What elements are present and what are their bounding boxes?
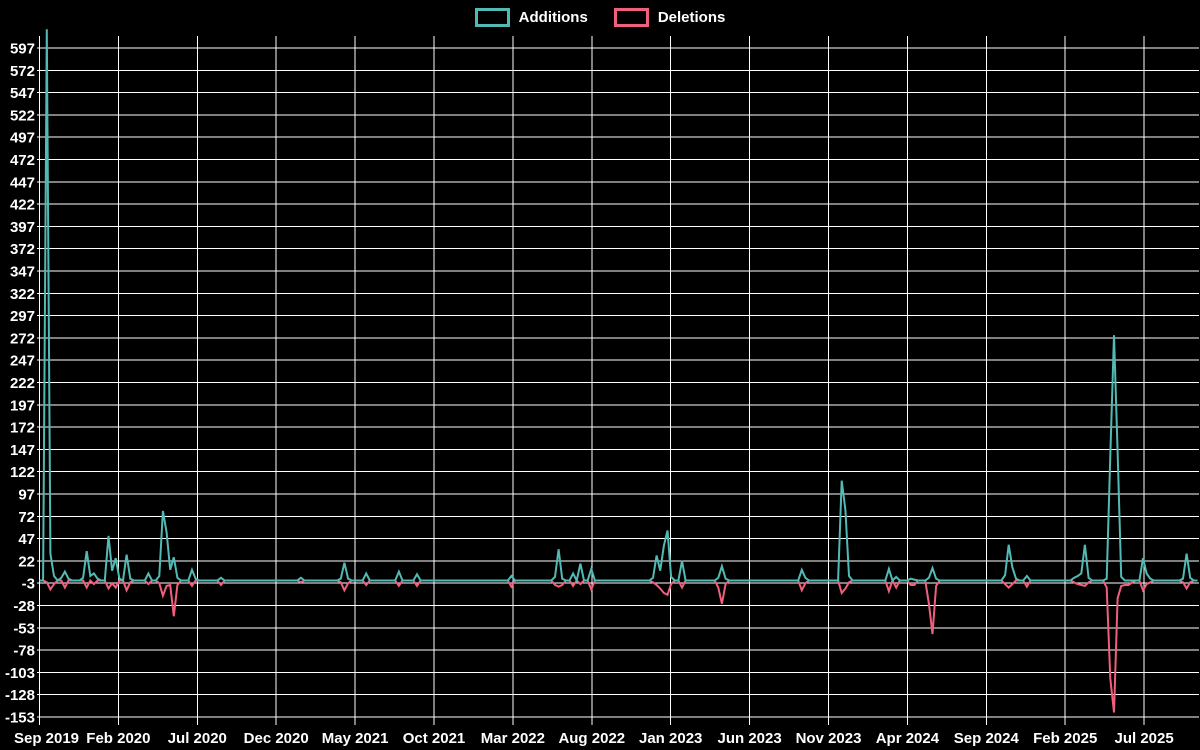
y-tick-label: 222 <box>10 375 35 392</box>
y-tick-label: 97 <box>18 487 35 504</box>
x-tick-label: Jun 2023 <box>717 730 781 747</box>
deletions-legend-label: Deletions <box>657 9 726 26</box>
y-tick-label: 347 <box>10 264 35 281</box>
y-tick-label: -78 <box>13 643 35 660</box>
x-tick-label: Jul 2025 <box>1114 730 1173 747</box>
y-tick-label: 147 <box>10 442 35 459</box>
x-tick-label: Apr 2024 <box>876 730 940 747</box>
x-tick-label: Mar 2022 <box>481 730 545 747</box>
y-tick-label: 547 <box>10 85 35 102</box>
y-tick-label: 372 <box>10 241 35 258</box>
x-tick-label: Sep 2019 <box>14 730 79 747</box>
x-tick-label: Nov 2023 <box>796 730 862 747</box>
x-tick-label: May 2021 <box>322 730 389 747</box>
y-tick-label: -128 <box>5 687 35 704</box>
chart-legend: Additions Deletions <box>0 8 1200 27</box>
y-tick-label: 247 <box>10 353 35 370</box>
y-tick-label: 472 <box>10 152 35 169</box>
x-tick-label: Dec 2020 <box>244 730 309 747</box>
x-tick-label: Aug 2022 <box>558 730 625 747</box>
y-tick-label: 197 <box>10 397 35 414</box>
y-tick-label: 22 <box>18 553 35 570</box>
x-tick-label: Jan 2023 <box>639 730 702 747</box>
y-tick-label: 47 <box>18 531 35 548</box>
y-tick-label: 522 <box>10 107 35 124</box>
y-tick-label: 72 <box>18 509 35 526</box>
y-tick-label: 297 <box>10 308 35 325</box>
x-tick-label: Oct 2021 <box>403 730 466 747</box>
additions-legend-label: Additions <box>518 9 588 26</box>
x-tick-label: Sep 2024 <box>954 730 1020 747</box>
y-tick-label: 422 <box>10 197 35 214</box>
additions-swatch-icon <box>474 8 510 27</box>
additions-line <box>39 29 1198 584</box>
y-tick-label: 397 <box>10 219 35 236</box>
y-tick-label: 497 <box>10 130 35 147</box>
y-tick-label: 322 <box>10 286 35 303</box>
y-tick-label: 447 <box>10 174 35 191</box>
y-tick-label: -103 <box>5 665 35 682</box>
x-tick-label: Jul 2020 <box>168 730 227 747</box>
y-axis-labels: 597 572 547 522 497 472 447 422 397 372 347 322 297 2… <box>5 41 35 727</box>
y-tick-label: -28 <box>13 598 35 615</box>
x-tick-label: Feb 2025 <box>1033 730 1097 747</box>
y-tick-label: 172 <box>10 420 35 437</box>
y-tick-label: 122 <box>10 464 35 481</box>
y-tick-label: -3 <box>22 576 35 593</box>
legend-item-deletions[interactable]: Deletions <box>613 8 726 27</box>
y-tick-label: -153 <box>5 710 35 727</box>
y-tick-label: 572 <box>10 63 35 80</box>
deletions-swatch-icon <box>613 8 649 27</box>
deletions-line <box>39 577 1198 713</box>
grid-lines <box>37 36 1199 725</box>
legend-item-additions[interactable]: Additions <box>474 8 588 27</box>
y-tick-label: 272 <box>10 330 35 347</box>
y-tick-label: -53 <box>13 620 35 637</box>
x-axis-labels: Sep 2019 Feb 2020 Jul 2020 Dec 2020 May 2021… <box>14 730 1174 747</box>
x-tick-label: Feb 2020 <box>86 730 150 747</box>
y-tick-label: 597 <box>10 41 35 58</box>
